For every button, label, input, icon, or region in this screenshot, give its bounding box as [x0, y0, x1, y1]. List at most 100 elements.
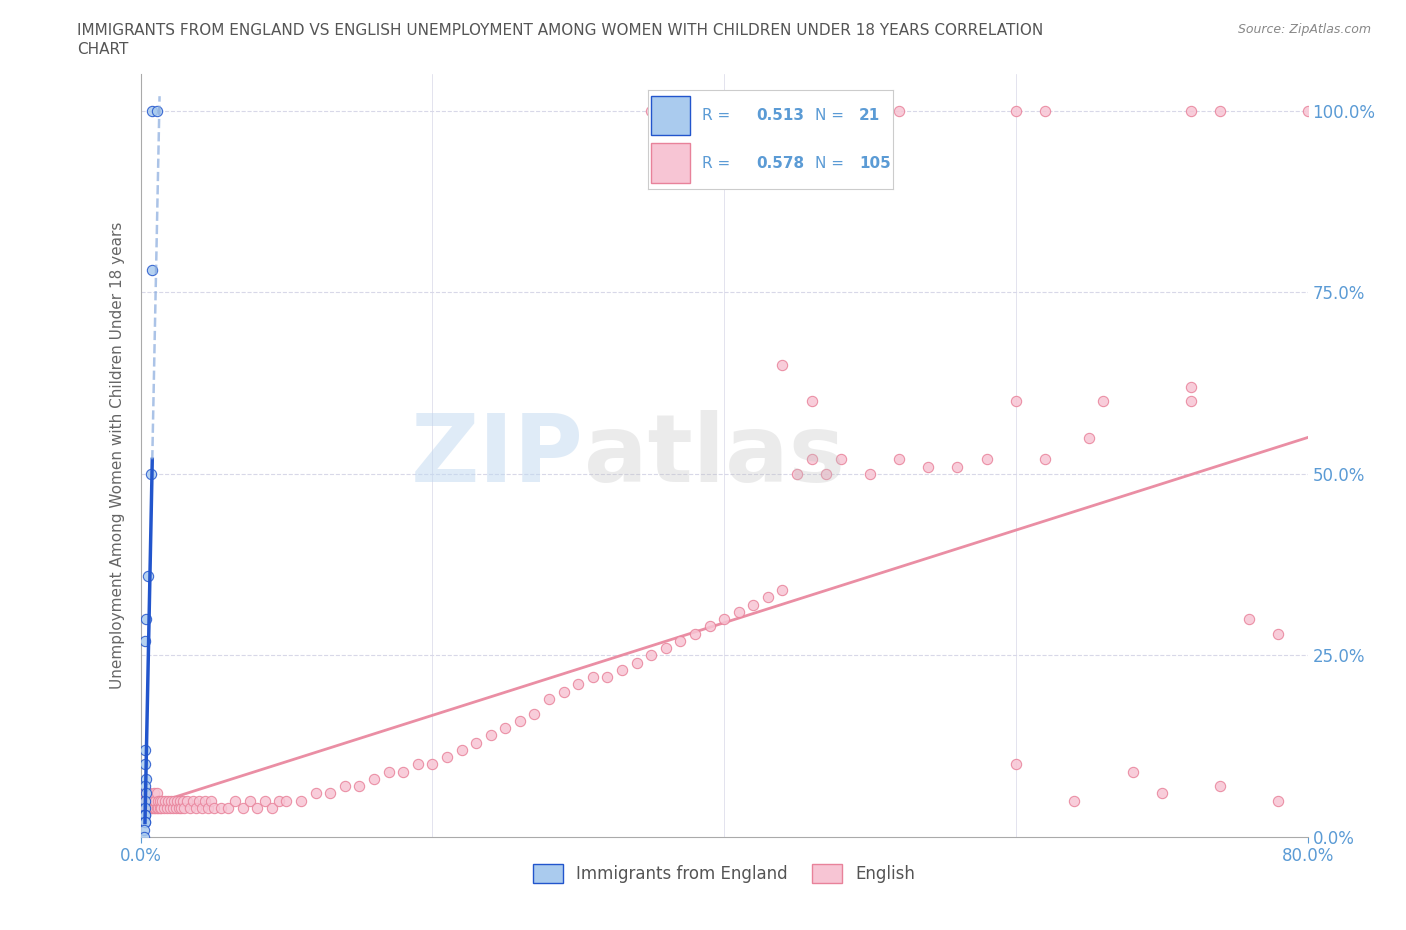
Text: IMMIGRANTS FROM ENGLAND VS ENGLISH UNEMPLOYMENT AMONG WOMEN WITH CHILDREN UNDER : IMMIGRANTS FROM ENGLAND VS ENGLISH UNEMP…	[77, 23, 1043, 38]
Point	[132, 808, 155, 823]
Point	[1092, 393, 1115, 408]
Point	[727, 604, 749, 619]
Point	[1033, 103, 1056, 118]
Point	[538, 692, 561, 707]
Point	[640, 648, 662, 663]
Point	[1209, 103, 1232, 118]
Point	[134, 786, 156, 801]
Point	[319, 786, 342, 801]
Point	[699, 619, 721, 634]
Point	[713, 612, 735, 627]
Point	[1122, 764, 1144, 779]
Point	[134, 757, 156, 772]
Point	[135, 772, 157, 787]
Point	[1005, 393, 1028, 408]
Point	[197, 801, 219, 816]
Point	[132, 801, 155, 816]
Point	[889, 103, 911, 118]
Point	[153, 801, 176, 816]
Point	[772, 582, 794, 597]
Point	[139, 467, 162, 482]
Point	[146, 801, 169, 816]
Point	[148, 801, 170, 816]
Point	[155, 793, 177, 808]
Point	[305, 786, 328, 801]
Point	[160, 793, 183, 808]
Point	[162, 801, 184, 816]
Point	[184, 801, 207, 816]
Point	[141, 793, 163, 808]
Point	[176, 793, 198, 808]
Point	[1267, 793, 1289, 808]
Point	[146, 793, 169, 808]
Point	[141, 103, 163, 118]
Point	[976, 452, 998, 467]
Text: atlas: atlas	[583, 410, 845, 501]
Point	[143, 793, 166, 808]
Point	[143, 801, 166, 816]
Point	[217, 801, 239, 816]
Y-axis label: Unemployment Among Women with Children Under 18 years: Unemployment Among Women with Children U…	[110, 222, 125, 689]
Point	[800, 393, 823, 408]
Point	[139, 801, 162, 816]
Point	[830, 452, 852, 467]
Point	[742, 597, 765, 612]
Point	[239, 793, 262, 808]
Point	[209, 801, 232, 816]
Point	[553, 684, 575, 699]
Point	[756, 590, 779, 604]
Point	[135, 801, 157, 816]
Point	[157, 793, 180, 808]
Text: Source: ZipAtlas.com: Source: ZipAtlas.com	[1237, 23, 1371, 36]
Point	[131, 801, 153, 816]
Point	[138, 793, 160, 808]
Point	[349, 778, 371, 793]
Point	[141, 801, 163, 816]
Point	[135, 793, 157, 808]
Point	[156, 801, 179, 816]
Point	[1296, 103, 1319, 118]
Point	[363, 772, 385, 787]
Point	[582, 670, 605, 684]
Point	[290, 793, 312, 808]
Point	[1209, 778, 1232, 793]
Point	[422, 757, 444, 772]
Text: CHART: CHART	[77, 42, 129, 57]
Point	[1180, 379, 1202, 394]
Point	[135, 786, 157, 801]
Point	[167, 801, 190, 816]
Point	[166, 793, 188, 808]
Point	[145, 801, 167, 816]
Point	[406, 757, 429, 772]
Point	[148, 793, 170, 808]
Point	[224, 793, 246, 808]
Point	[1180, 393, 1202, 408]
Point	[134, 793, 156, 808]
Point	[1150, 786, 1173, 801]
Point	[170, 801, 193, 816]
Point	[194, 793, 217, 808]
Point	[946, 459, 969, 474]
Point	[145, 103, 167, 118]
Point	[917, 459, 939, 474]
Point	[1005, 757, 1028, 772]
Point	[1180, 103, 1202, 118]
Point	[1077, 430, 1099, 445]
Point	[181, 793, 204, 808]
Point	[786, 467, 808, 482]
Point	[889, 452, 911, 467]
Point	[800, 452, 823, 467]
Point	[165, 801, 187, 816]
Point	[134, 801, 156, 816]
Point	[132, 822, 155, 837]
Point	[392, 764, 415, 779]
Point	[465, 735, 488, 750]
Point	[152, 793, 174, 808]
Point	[269, 793, 291, 808]
Point	[815, 467, 838, 482]
Point	[136, 793, 159, 808]
Point	[134, 801, 156, 816]
Point	[179, 801, 201, 816]
Point	[479, 728, 502, 743]
Point	[136, 786, 159, 801]
